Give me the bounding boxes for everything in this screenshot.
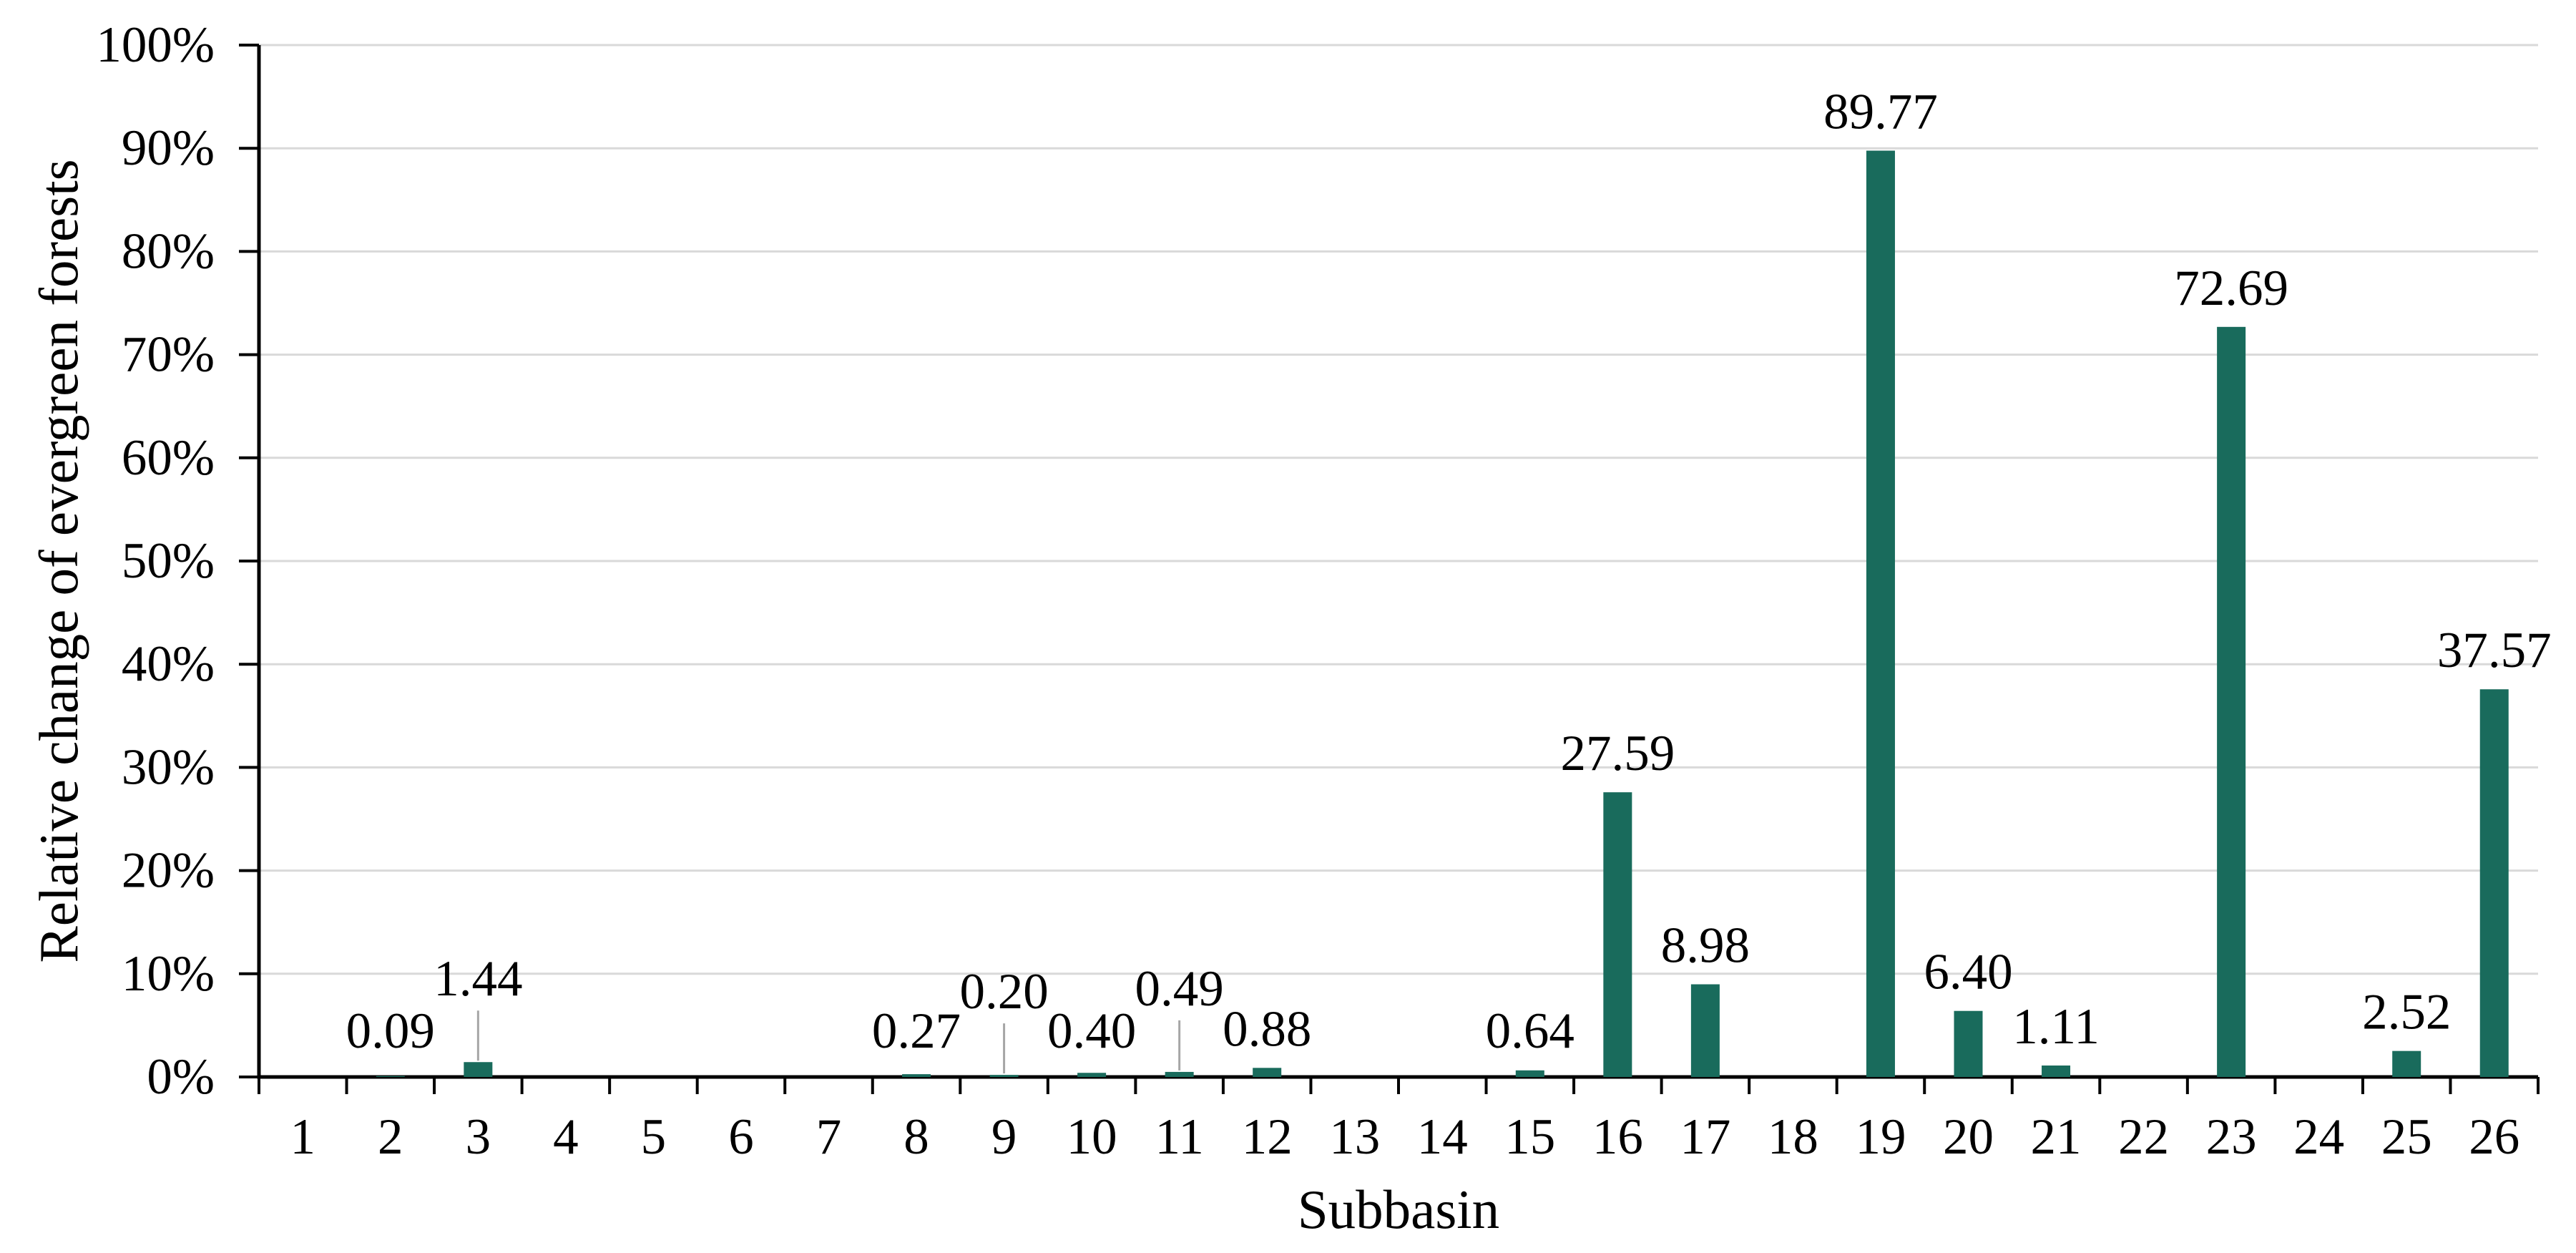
x-tick-label: 26: [2469, 1109, 2519, 1165]
bar-value-label: 0.27: [872, 1003, 961, 1059]
bar-value-label: 0.40: [1047, 1003, 1136, 1059]
axis-ticks: [239, 44, 2540, 1094]
y-tick-label: 40%: [122, 636, 215, 692]
bar: [989, 1075, 1019, 1077]
bar-value-label: 27.59: [1560, 726, 1675, 781]
bar-value-label: 1.11: [2012, 999, 2100, 1055]
x-tick-label: 8: [903, 1109, 929, 1165]
bar-value-label: 1.44: [434, 951, 522, 1007]
bar-value-labels: 0.091.44 0.270.200.400.490.88 0.64 27.59 8.9…: [346, 84, 2552, 1059]
x-tick-label: 17: [1680, 1109, 1730, 1165]
bar: [2479, 689, 2509, 1077]
x-tick-label: 5: [641, 1109, 667, 1165]
x-tick-label: 25: [2381, 1109, 2432, 1165]
bar-value-label: 37.57: [2437, 623, 2552, 678]
x-tick-label: 21: [2031, 1109, 2082, 1165]
x-tick-label: 16: [1592, 1109, 1643, 1165]
bar: [376, 1076, 405, 1077]
x-tick-label: 15: [1504, 1109, 1555, 1165]
label-leader-lines: [476, 1010, 1181, 1074]
y-tick-label: 50%: [122, 533, 215, 589]
x-tick-label: 23: [2206, 1109, 2257, 1165]
bar-value-label: 72.69: [2174, 260, 2288, 316]
y-tick-label: 70%: [122, 327, 215, 383]
y-tick-label: 20%: [122, 843, 215, 899]
x-tick-label: 7: [816, 1109, 842, 1165]
x-tick-label: 3: [466, 1109, 491, 1165]
y-tick-label: 10%: [122, 946, 215, 1002]
x-tick-label: 2: [378, 1109, 403, 1165]
y-axis-title: Relative change of evergreen forests: [28, 159, 89, 962]
x-tick-label: 14: [1417, 1109, 1468, 1165]
bar-value-label: 8.98: [1661, 918, 1750, 974]
bar: [1253, 1068, 1282, 1077]
x-tick-label: 11: [1155, 1109, 1203, 1165]
bar-value-label: 0.49: [1135, 961, 1224, 1017]
y-tick-label: 60%: [122, 430, 215, 486]
bar: [1690, 984, 1720, 1077]
bar: [1515, 1070, 1544, 1077]
x-tick-labels: 1 2 3 4 5 6 7 8 9 10 11 12 13 14 15 16 17 18 19 20 21 22 23 24 2…: [290, 1109, 2520, 1165]
bar-value-label: 0.88: [1223, 1001, 1311, 1057]
x-tick-label: 19: [1855, 1109, 1906, 1165]
bar-value-label: 2.52: [2362, 985, 2451, 1040]
bar: [1954, 1010, 1983, 1077]
y-tick-label: 80%: [122, 223, 215, 279]
x-axis-title: Subbasin: [1298, 1179, 1499, 1240]
bar: [1077, 1073, 1107, 1077]
x-tick-label: 22: [2118, 1109, 2169, 1165]
bar: [2217, 326, 2246, 1078]
y-tick-label: 30%: [122, 739, 215, 795]
x-tick-label: 12: [1242, 1109, 1293, 1165]
bar-value-label: 0.20: [959, 964, 1048, 1020]
x-tick-label: 9: [991, 1109, 1017, 1165]
x-tick-label: 20: [1943, 1109, 1994, 1165]
gridlines: [259, 44, 2538, 975]
bar: [1866, 150, 1895, 1077]
x-tick-label: 18: [1768, 1109, 1818, 1165]
y-tick-labels: 0% 10% 20% 30% 40% 50% 60% 70% 80% 90% 100%: [96, 17, 215, 1105]
y-tick-label: 0%: [147, 1049, 215, 1105]
x-tick-label: 6: [728, 1109, 754, 1165]
bar: [1165, 1071, 1194, 1077]
y-tick-label: 90%: [122, 120, 215, 176]
x-tick-label: 1: [290, 1109, 316, 1165]
bar-value-label: 0.09: [346, 1003, 435, 1059]
bar: [464, 1062, 493, 1077]
bar: [2042, 1065, 2071, 1077]
bar: [902, 1074, 931, 1077]
x-tick-label: 13: [1329, 1109, 1380, 1165]
x-tick-label: 10: [1067, 1109, 1117, 1165]
bar-value-label: 6.40: [1924, 945, 2012, 1000]
x-tick-label: 24: [2293, 1109, 2344, 1165]
bar: [2392, 1050, 2421, 1077]
bar-series: [376, 150, 2509, 1078]
y-tick-label: 100%: [96, 17, 215, 73]
x-tick-label: 4: [553, 1109, 579, 1165]
bar-value-label: 0.64: [1486, 1003, 1575, 1059]
bar-value-label: 89.77: [1823, 84, 1938, 140]
bar: [1603, 792, 1632, 1077]
